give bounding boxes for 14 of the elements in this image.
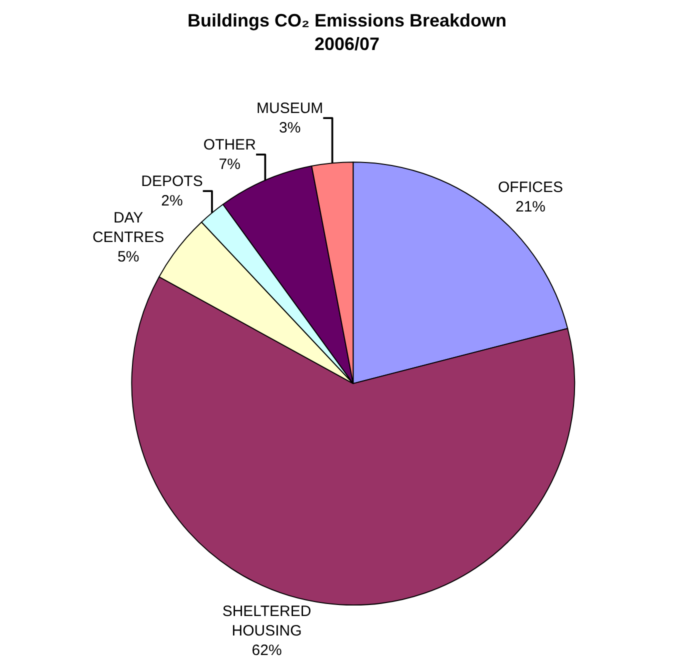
data-label: 3% bbox=[278, 119, 301, 136]
data-label: 5% bbox=[117, 248, 140, 266]
data-label: 62% bbox=[252, 642, 282, 659]
slice-label: DAY CENTRES bbox=[92, 209, 164, 246]
slice-label: OFFICES bbox=[498, 178, 564, 196]
chart-title: Buildings CO₂ Emissions Breakdown bbox=[187, 10, 507, 31]
slice-label: MUSEUM bbox=[256, 100, 324, 117]
slice-label: SHELTERED HOUSING bbox=[222, 602, 312, 640]
data-label: 21% bbox=[515, 198, 546, 216]
slice-label: OTHER bbox=[203, 136, 256, 154]
data-label: 2% bbox=[161, 192, 183, 210]
data-label: 7% bbox=[218, 156, 240, 173]
slice-label: DEPOTS bbox=[141, 172, 203, 190]
chart-subtitle: 2006/07 bbox=[314, 34, 380, 54]
